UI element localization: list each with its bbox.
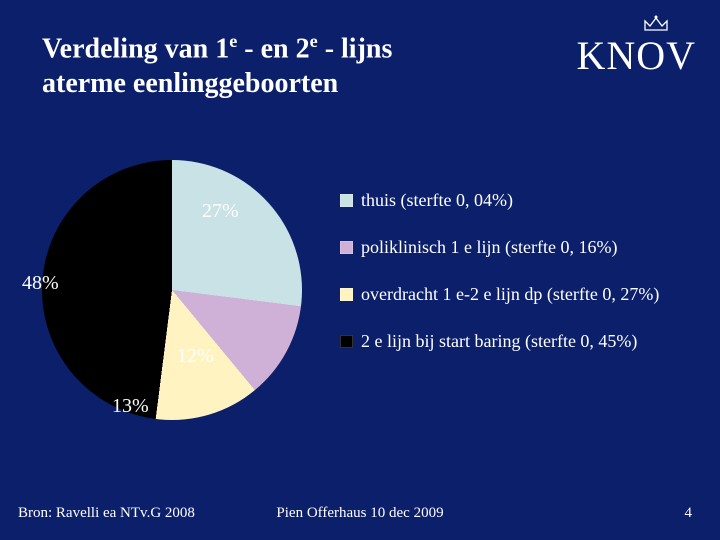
page-number: 4: [685, 505, 693, 522]
source-text: Bron: Ravelli ea NTv.G 2008: [18, 505, 195, 522]
legend-item: poliklinisch 1 e lijn (sterfte 0, 16%): [340, 237, 700, 258]
pie-slice-label: 48%: [22, 272, 59, 295]
legend-label: overdracht 1 e-2 e lijn dp (sterfte 0, 2…: [361, 284, 659, 305]
pie-slice-label: 27%: [202, 200, 239, 223]
pie-disc: [42, 160, 302, 420]
legend-swatch: [340, 241, 353, 254]
pie-chart: 27%12%13%48%: [42, 160, 312, 430]
legend-item: 2 e lijn bij start baring (sterfte 0, 45…: [340, 331, 700, 352]
legend-item: thuis (sterfte 0, 04%): [340, 190, 700, 211]
slide: Verdeling van 1e - en 2e - lijns aterme …: [0, 0, 720, 540]
legend-label: 2 e lijn bij start baring (sterfte 0, 45…: [361, 331, 637, 352]
pie-slice-label: 13%: [112, 395, 149, 418]
pie-slice-label: 12%: [177, 345, 214, 368]
legend-item: overdracht 1 e-2 e lijn dp (sterfte 0, 2…: [340, 284, 700, 305]
crown-icon: [642, 15, 670, 33]
legend: thuis (sterfte 0, 04%) poliklinisch 1 e l…: [340, 190, 700, 378]
knov-logo: KNOV: [516, 20, 696, 90]
legend-label: poliklinisch 1 e lijn (sterfte 0, 16%): [361, 237, 617, 258]
legend-swatch: [340, 335, 353, 348]
legend-label: thuis (sterfte 0, 04%): [361, 190, 513, 211]
legend-swatch: [340, 194, 353, 207]
logo-text: KNOV: [576, 32, 696, 79]
slide-title: Verdeling van 1e - en 2e - lijns aterme …: [42, 30, 472, 101]
footer-center: Pien Offerhaus 10 dec 2009: [276, 505, 443, 522]
legend-swatch: [340, 288, 353, 301]
